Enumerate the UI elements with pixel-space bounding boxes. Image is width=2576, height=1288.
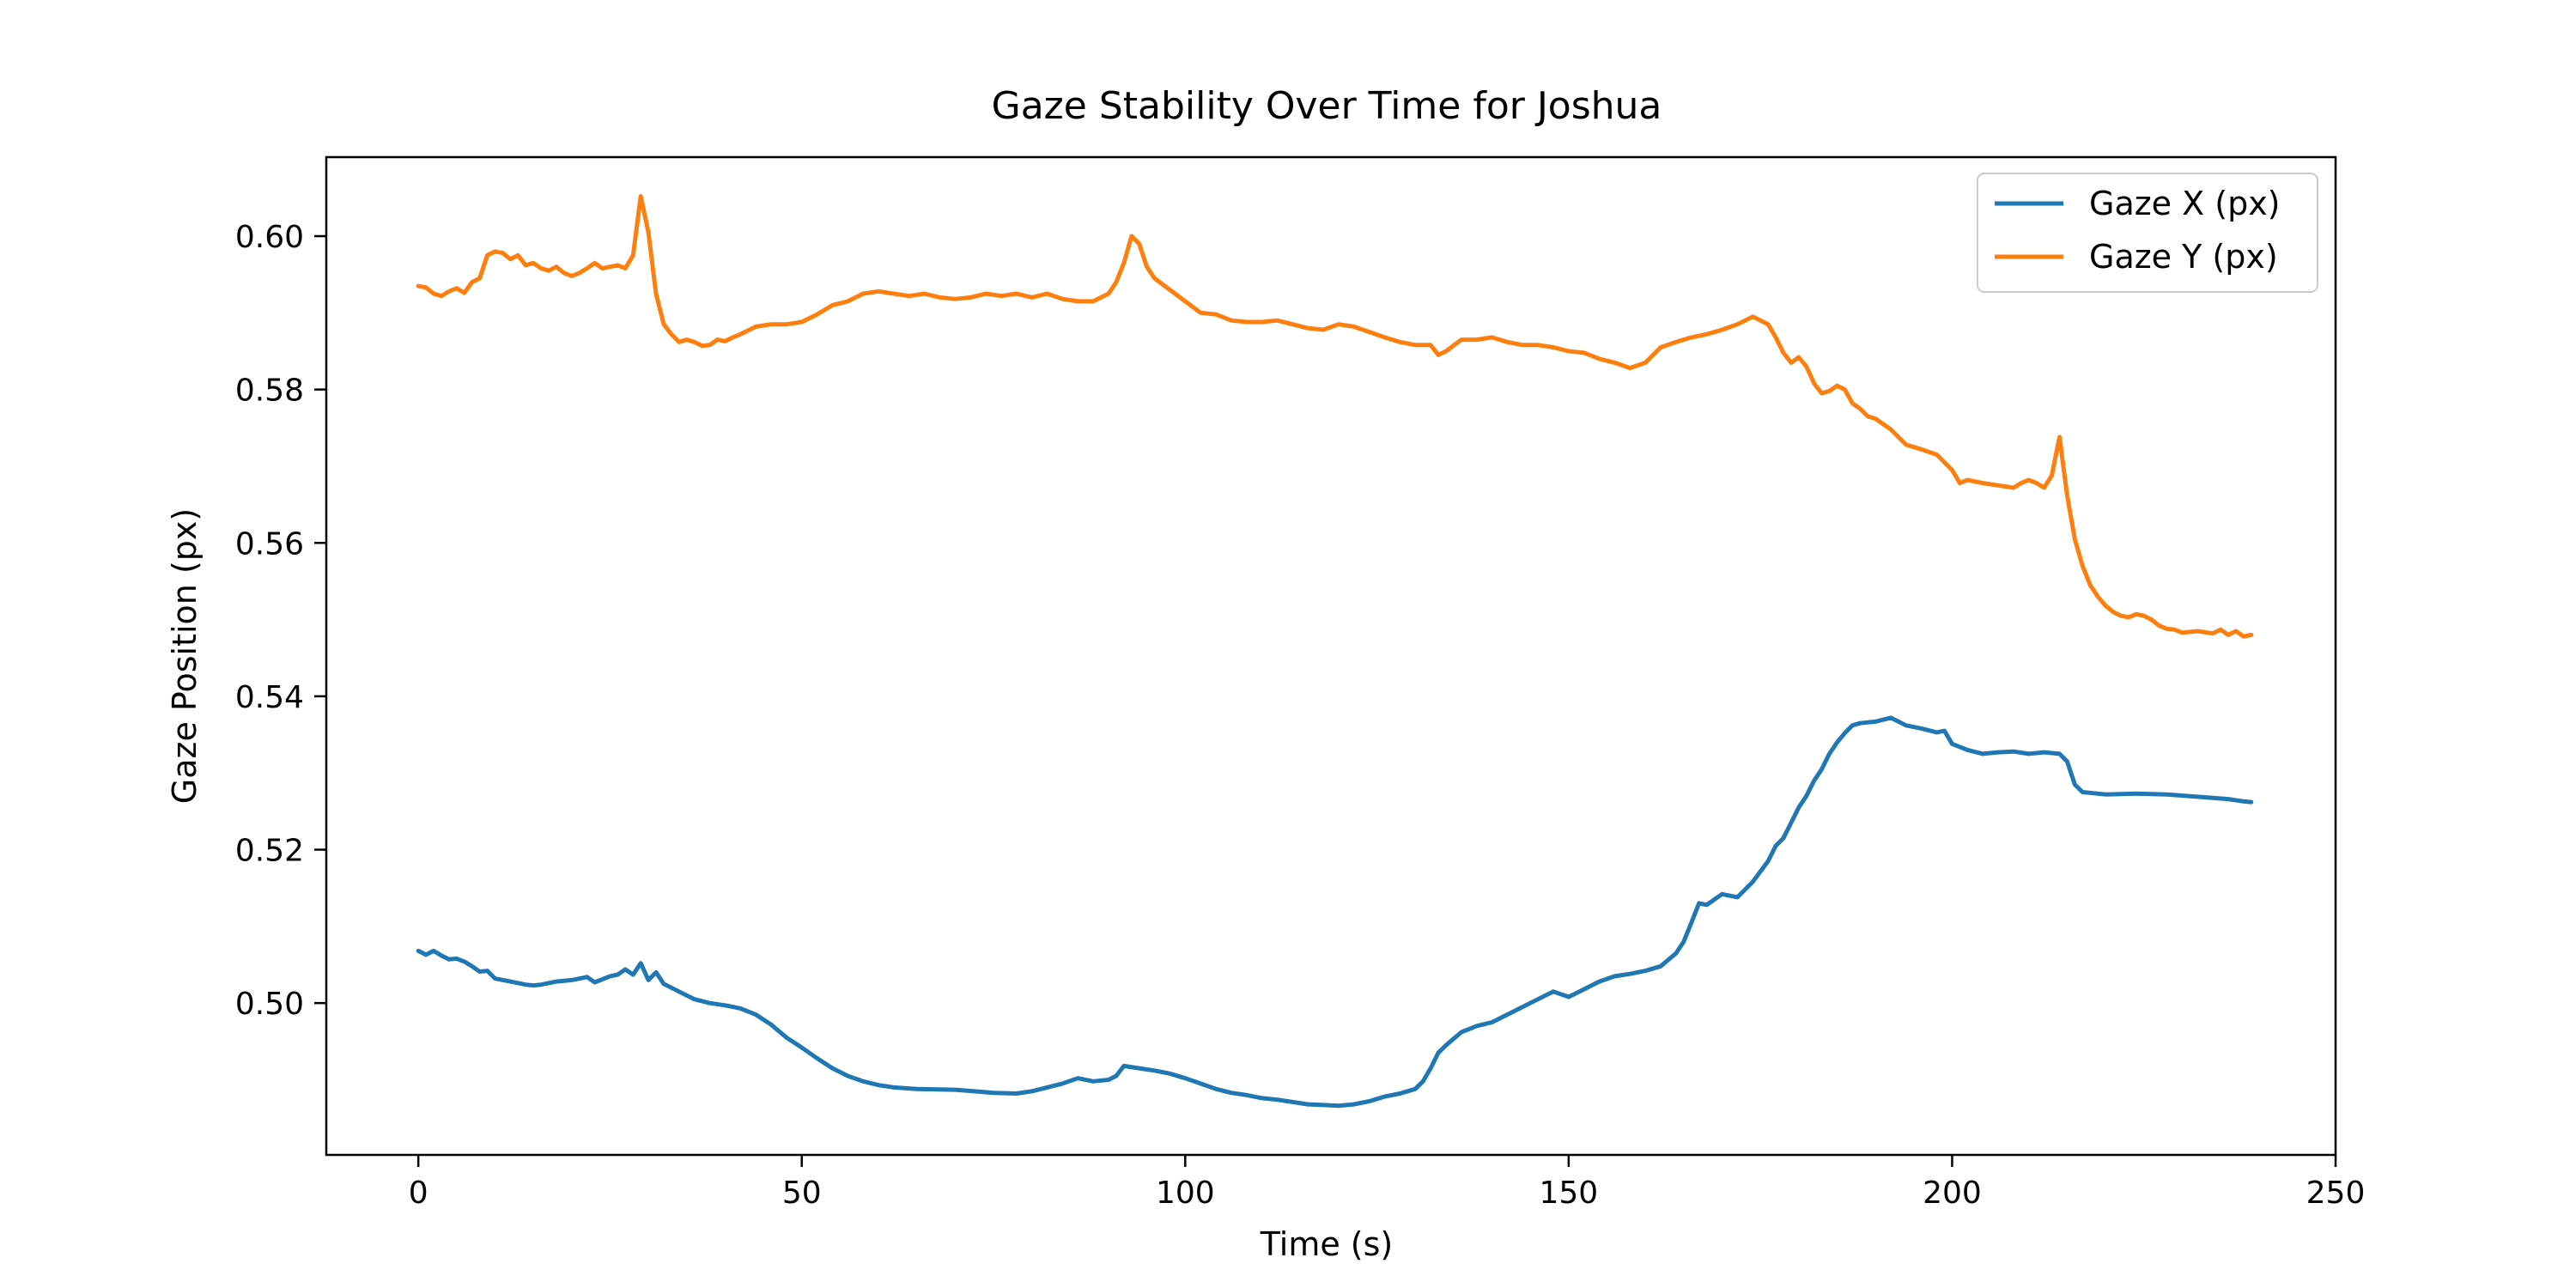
x-tick-label: 50 xyxy=(782,1176,822,1211)
x-tick-label: 100 xyxy=(1156,1176,1215,1211)
x-tick-label: 250 xyxy=(2306,1176,2366,1211)
series-line-0 xyxy=(416,715,2254,1109)
legend-label-gaze-y: Gaze Y (px) xyxy=(2089,238,2278,276)
y-tick-label: 0.60 xyxy=(235,220,304,255)
y-tick-label: 0.56 xyxy=(235,526,304,562)
y-tick-label: 0.58 xyxy=(235,374,304,409)
series-layer xyxy=(416,194,2254,1109)
y-axis-label: Gaze Position (px) xyxy=(166,508,204,804)
legend: Gaze X (px) Gaze Y (px) xyxy=(1977,173,2318,293)
x-tick-label: 200 xyxy=(1923,1176,1982,1211)
x-axis-ticks: 0 50 100 150 200 250 xyxy=(409,1155,2366,1211)
y-tick-label: 0.52 xyxy=(235,834,304,869)
plot-area-frame xyxy=(325,155,2337,1157)
y-tick-label: 0.54 xyxy=(235,680,304,715)
x-tick-label: 150 xyxy=(1540,1176,1599,1211)
series-line-1 xyxy=(416,194,2254,639)
x-axis-label: Time (s) xyxy=(1260,1225,1394,1263)
y-axis-ticks: 0.50 0.52 0.54 0.56 0.58 0.60 xyxy=(235,220,326,1022)
legend-label-gaze-x: Gaze X (px) xyxy=(2089,185,2281,222)
y-tick-label: 0.50 xyxy=(235,987,304,1022)
x-tick-label: 0 xyxy=(409,1176,428,1211)
chart-title: Gaze Stability Over Time for Joshua xyxy=(992,84,1662,128)
